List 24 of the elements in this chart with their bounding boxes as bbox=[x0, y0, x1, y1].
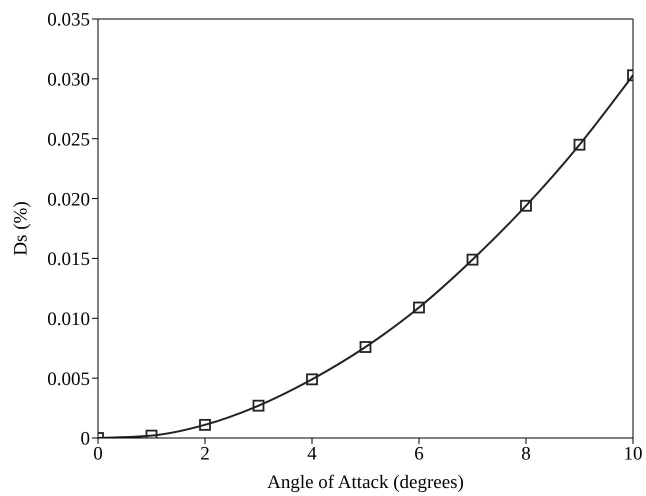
y-axis-title: Ds (%) bbox=[10, 201, 32, 256]
y-tick-label: 0.025 bbox=[47, 129, 90, 150]
y-tick-label: 0.015 bbox=[47, 249, 90, 270]
point bbox=[466, 254, 478, 266]
x-tick-label: 4 bbox=[307, 443, 318, 464]
y-tick-label: 0 bbox=[80, 428, 90, 450]
point bbox=[306, 373, 318, 386]
y-tick-label: 0.005 bbox=[47, 368, 90, 390]
point bbox=[199, 418, 211, 431]
x-tick-label: 10 bbox=[624, 443, 642, 464]
x-tick-label: 0 bbox=[93, 443, 103, 464]
point bbox=[360, 341, 372, 353]
x-tick-label: 8 bbox=[521, 443, 531, 464]
point bbox=[413, 302, 425, 314]
point bbox=[520, 200, 532, 212]
y-tick-label: 0.035 bbox=[47, 10, 90, 31]
x-tick-label: 2 bbox=[200, 443, 210, 464]
y-tick-label: 0.010 bbox=[47, 309, 90, 330]
point bbox=[574, 138, 586, 151]
x-axis-title: Angle of Attack (degrees) bbox=[267, 472, 464, 493]
y-tick-label: 0.030 bbox=[47, 70, 90, 91]
x-tick-label: 6 bbox=[414, 443, 424, 464]
y-tick-label: 0.020 bbox=[47, 189, 90, 210]
point bbox=[252, 400, 264, 412]
